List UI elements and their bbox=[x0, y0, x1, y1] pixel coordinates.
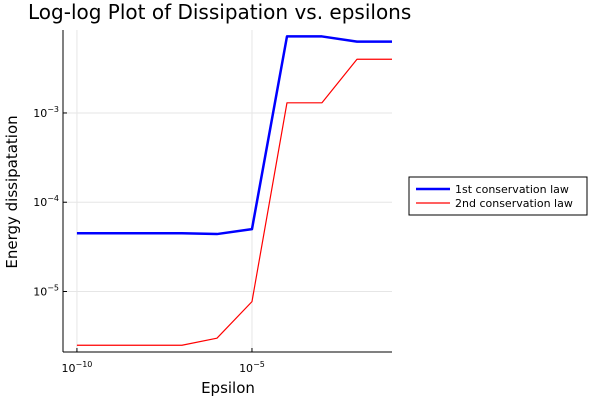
data-point-2nd-conservation-law bbox=[146, 344, 148, 346]
data-point-2nd-conservation-law bbox=[181, 344, 183, 346]
data-point-2nd-conservation-law bbox=[76, 344, 78, 346]
data-point-2nd-conservation-law bbox=[216, 337, 218, 339]
data-point-2nd-conservation-law bbox=[251, 301, 253, 303]
data-point-1st-conservation-law bbox=[286, 35, 288, 37]
legend-box bbox=[408, 176, 588, 216]
x-axis-label: Epsilon bbox=[201, 379, 255, 397]
series-line-1st-conservation-law bbox=[76, 35, 392, 236]
data-point-1st-conservation-law bbox=[111, 232, 113, 234]
y-tick-label: 10−5 bbox=[33, 283, 59, 298]
data-point-2nd-conservation-law bbox=[391, 58, 393, 60]
y-tick-label: 10−3 bbox=[33, 105, 59, 120]
chart-title: Log-log Plot of Dissipation vs. epsilons bbox=[28, 0, 411, 24]
grid-layer bbox=[63, 30, 392, 352]
x-tick-label: 10−10 bbox=[61, 360, 92, 375]
y-tick-label: 10−4 bbox=[33, 194, 59, 209]
data-point-1st-conservation-law bbox=[391, 41, 393, 43]
axes-layer bbox=[62, 30, 392, 353]
data-point-1st-conservation-law bbox=[181, 232, 183, 234]
data-point-1st-conservation-law bbox=[356, 41, 358, 43]
y-axis-label: Energy dissipatation bbox=[3, 115, 21, 268]
data-point-1st-conservation-law bbox=[146, 232, 148, 234]
data-point-1st-conservation-law bbox=[321, 35, 323, 37]
series-layer bbox=[76, 35, 393, 346]
legend: 1st conservation law 2nd conservation la… bbox=[408, 176, 588, 216]
data-point-2nd-conservation-law bbox=[356, 58, 358, 60]
tick-layer: 10−10 10−5 10−5 10−4 10−3 bbox=[33, 105, 265, 375]
data-point-1st-conservation-law bbox=[251, 228, 253, 230]
data-point-1st-conservation-law bbox=[216, 233, 218, 235]
data-point-2nd-conservation-law bbox=[321, 102, 323, 104]
legend-label-2nd-conservation-law: 2nd conservation law bbox=[455, 197, 573, 210]
series-line-2nd-conservation-law bbox=[76, 58, 392, 346]
legend-label-1st-conservation-law: 1st conservation law bbox=[455, 183, 569, 196]
x-tick-label: 10−5 bbox=[239, 360, 265, 375]
data-point-2nd-conservation-law bbox=[286, 102, 288, 104]
data-point-2nd-conservation-law bbox=[111, 344, 113, 346]
data-point-1st-conservation-law bbox=[76, 232, 78, 234]
